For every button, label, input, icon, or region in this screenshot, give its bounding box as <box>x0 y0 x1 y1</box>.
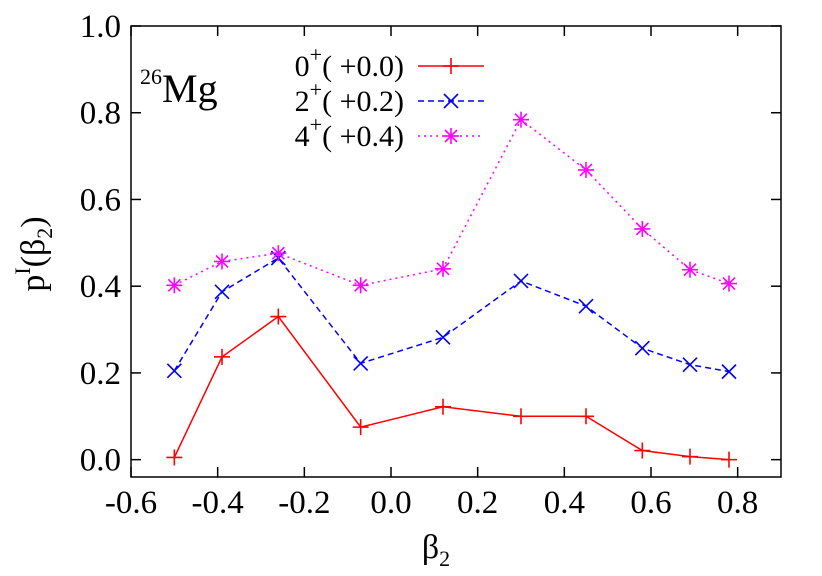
data-point <box>353 355 369 371</box>
x-tick-label: 0.2 <box>457 485 498 521</box>
y-tick-label: 1.0 <box>80 9 121 45</box>
data-point <box>513 408 529 425</box>
legend-marker <box>443 58 459 74</box>
data-point <box>270 245 287 262</box>
nucleus-label: 26Mg <box>140 64 218 111</box>
series-line <box>173 257 730 373</box>
legend-entry: 4+( +0.4) <box>295 112 484 153</box>
x-axis-label: β2 <box>422 529 450 571</box>
data-point <box>513 273 529 289</box>
data-point <box>214 284 230 300</box>
legend-entry: 2+( +0.2) <box>295 77 484 118</box>
data-point <box>352 419 369 436</box>
data-point <box>435 260 451 277</box>
data-point <box>721 275 737 292</box>
data-point <box>214 348 230 365</box>
y-axis-label: pI(β2) <box>10 216 57 291</box>
legend-label: 2+( +0.2) <box>295 77 404 118</box>
data-point <box>166 277 183 294</box>
x-tick-label: 0.0 <box>370 485 411 521</box>
x-tick-label: -0.4 <box>192 485 244 521</box>
x-tick-label: -0.6 <box>105 485 157 521</box>
axis-tick-labels: -0.6 -0.4 -0.2 0.0 0.2 0.4 0.6 0.8 0.0 0.2 0.4 0.6 0… <box>80 9 759 521</box>
legend-marker <box>443 128 459 144</box>
series-layer <box>166 111 737 468</box>
y-tick-label: 0.6 <box>80 182 121 218</box>
data-point <box>578 298 594 314</box>
data-point <box>721 364 737 380</box>
data-point <box>513 111 529 128</box>
data-point <box>214 253 230 270</box>
data-point <box>578 161 594 178</box>
data-point <box>634 442 651 459</box>
x-tick-label: 0.6 <box>630 485 671 521</box>
y-tick-label: 0.8 <box>80 96 121 132</box>
data-point <box>682 261 698 278</box>
data-point <box>634 220 651 237</box>
data-point <box>634 340 650 356</box>
data-point <box>682 357 698 373</box>
plot-frame <box>130 25 782 478</box>
y-tick-label: 0.4 <box>80 269 121 305</box>
data-point <box>270 308 287 325</box>
data-point <box>166 363 182 379</box>
series-line <box>173 118 730 287</box>
data-point <box>166 449 183 466</box>
x-tick-label: -0.2 <box>278 485 330 521</box>
y-tick-label: 0.2 <box>80 356 121 392</box>
legend-label: 0+( +0.0) <box>295 42 404 83</box>
data-point <box>578 408 594 425</box>
series-1 <box>166 250 737 380</box>
data-point <box>352 277 369 294</box>
data-point <box>721 451 737 468</box>
x-tick-label: 0.4 <box>544 485 585 521</box>
y-tick-label: 0.0 <box>80 443 121 479</box>
legend-label: 4+( +0.4) <box>295 112 404 153</box>
data-point <box>682 448 698 465</box>
axis-ticks <box>130 25 781 477</box>
x-tick-label: 0.8 <box>717 485 758 521</box>
series-0 <box>166 308 737 468</box>
data-point <box>435 398 451 415</box>
series-2 <box>166 111 737 294</box>
legend-entry: 0+( +0.0) <box>295 42 484 83</box>
legend: 0+( +0.0)2+( +0.2)4+( +0.4) <box>295 42 484 153</box>
legend-marker <box>443 93 459 109</box>
series-line <box>173 315 730 461</box>
data-point <box>435 329 451 345</box>
